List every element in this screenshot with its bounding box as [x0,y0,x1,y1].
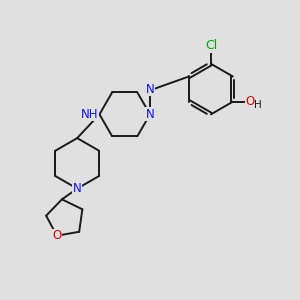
Text: NH: NH [80,108,98,121]
Text: N: N [73,182,82,195]
Text: Cl: Cl [205,39,217,52]
Text: N: N [146,108,154,121]
Text: O: O [52,229,62,242]
Text: N: N [146,82,154,96]
Text: H: H [254,100,262,110]
Text: O: O [245,95,254,108]
